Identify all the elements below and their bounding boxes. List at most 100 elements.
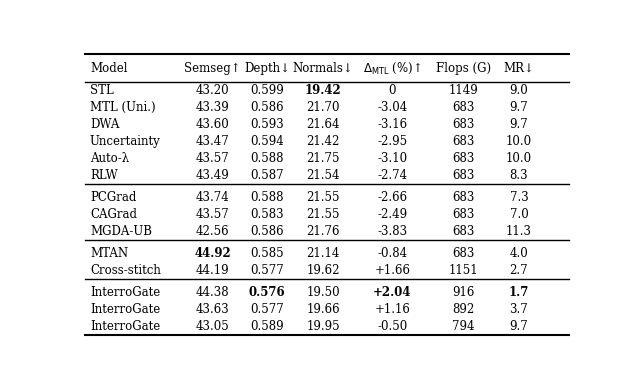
Text: 0.583: 0.583	[250, 208, 284, 221]
Text: 0.576: 0.576	[249, 286, 285, 299]
Text: 0.588: 0.588	[250, 152, 284, 164]
Text: 21.42: 21.42	[307, 135, 340, 148]
Text: 683: 683	[452, 208, 474, 221]
Text: 0.593: 0.593	[250, 118, 284, 131]
Text: 10.0: 10.0	[506, 135, 532, 148]
Text: Cross-stitch: Cross-stitch	[90, 264, 161, 277]
Text: 43.47: 43.47	[196, 135, 230, 148]
Text: 9.0: 9.0	[509, 84, 529, 97]
Text: 0.586: 0.586	[250, 225, 284, 238]
Text: 19.62: 19.62	[307, 264, 340, 277]
Text: 19.95: 19.95	[306, 320, 340, 333]
Text: -3.83: -3.83	[378, 225, 408, 238]
Text: 683: 683	[452, 247, 474, 260]
Text: -2.95: -2.95	[378, 135, 408, 148]
Text: Uncertainty: Uncertainty	[90, 135, 161, 148]
Text: STL: STL	[90, 84, 114, 97]
Text: +1.16: +1.16	[374, 303, 410, 316]
Text: MR↓: MR↓	[504, 62, 534, 75]
Text: 43.60: 43.60	[196, 118, 230, 131]
Text: 683: 683	[452, 191, 474, 204]
Text: 9.7: 9.7	[509, 101, 529, 114]
Text: 2.7: 2.7	[509, 264, 528, 277]
Text: +2.04: +2.04	[373, 286, 412, 299]
Text: 44.19: 44.19	[196, 264, 230, 277]
Text: 21.70: 21.70	[307, 101, 340, 114]
Text: -2.74: -2.74	[378, 169, 408, 182]
Text: 0.588: 0.588	[250, 191, 284, 204]
Text: 0.586: 0.586	[250, 101, 284, 114]
Text: Model: Model	[90, 62, 127, 75]
Text: 19.66: 19.66	[306, 303, 340, 316]
Text: -3.10: -3.10	[378, 152, 408, 164]
Text: InterroGate: InterroGate	[90, 286, 160, 299]
Text: 0.585: 0.585	[250, 247, 284, 260]
Text: RLW: RLW	[90, 169, 118, 182]
Text: PCGrad: PCGrad	[90, 191, 136, 204]
Text: 21.55: 21.55	[307, 208, 340, 221]
Text: 0: 0	[388, 84, 396, 97]
Text: 43.57: 43.57	[196, 152, 230, 164]
Text: MTL (Uni.): MTL (Uni.)	[90, 101, 156, 114]
Text: 21.64: 21.64	[307, 118, 340, 131]
Text: 0.577: 0.577	[250, 264, 284, 277]
Text: 44.38: 44.38	[196, 286, 230, 299]
Text: 9.7: 9.7	[509, 320, 529, 333]
Text: 43.63: 43.63	[196, 303, 230, 316]
Text: 683: 683	[452, 118, 474, 131]
Text: -0.84: -0.84	[378, 247, 408, 260]
Text: $\Delta_{\mathrm{MTL}}$ (%)↑: $\Delta_{\mathrm{MTL}}$ (%)↑	[363, 61, 422, 76]
Text: 9.7: 9.7	[509, 118, 529, 131]
Text: 892: 892	[452, 303, 474, 316]
Text: 21.55: 21.55	[307, 191, 340, 204]
Text: 794: 794	[452, 320, 474, 333]
Text: -2.66: -2.66	[378, 191, 408, 204]
Text: 21.76: 21.76	[307, 225, 340, 238]
Text: MGDA-UB: MGDA-UB	[90, 225, 152, 238]
Text: 43.20: 43.20	[196, 84, 230, 97]
Text: 683: 683	[452, 135, 474, 148]
Text: CAGrad: CAGrad	[90, 208, 137, 221]
Text: Auto-λ: Auto-λ	[90, 152, 129, 164]
Text: +1.66: +1.66	[374, 264, 410, 277]
Text: MTAN: MTAN	[90, 247, 128, 260]
Text: 44.92: 44.92	[195, 247, 231, 260]
Text: 43.74: 43.74	[196, 191, 230, 204]
Text: 1151: 1151	[449, 264, 478, 277]
Text: 21.75: 21.75	[307, 152, 340, 164]
Text: 683: 683	[452, 101, 474, 114]
Text: 3.7: 3.7	[509, 303, 529, 316]
Text: 43.39: 43.39	[196, 101, 230, 114]
Text: 916: 916	[452, 286, 474, 299]
Text: 0.587: 0.587	[250, 169, 284, 182]
Text: -0.50: -0.50	[378, 320, 408, 333]
Text: InterroGate: InterroGate	[90, 303, 160, 316]
Text: 0.589: 0.589	[250, 320, 284, 333]
Text: 43.05: 43.05	[196, 320, 230, 333]
Text: 0.577: 0.577	[250, 303, 284, 316]
Text: -2.49: -2.49	[378, 208, 408, 221]
Text: 21.54: 21.54	[307, 169, 340, 182]
Text: 8.3: 8.3	[509, 169, 528, 182]
Text: 0.594: 0.594	[250, 135, 284, 148]
Text: -3.04: -3.04	[378, 101, 408, 114]
Text: 21.14: 21.14	[307, 247, 340, 260]
Text: 43.57: 43.57	[196, 208, 230, 221]
Text: 683: 683	[452, 169, 474, 182]
Text: 4.0: 4.0	[509, 247, 529, 260]
Text: 683: 683	[452, 152, 474, 164]
Text: Depth↓: Depth↓	[244, 62, 291, 75]
Text: 7.3: 7.3	[509, 191, 529, 204]
Text: -3.16: -3.16	[378, 118, 408, 131]
Text: 43.49: 43.49	[196, 169, 230, 182]
Text: 19.50: 19.50	[306, 286, 340, 299]
Text: 11.3: 11.3	[506, 225, 532, 238]
Text: InterroGate: InterroGate	[90, 320, 160, 333]
Text: Semseg↑: Semseg↑	[184, 62, 241, 75]
Text: 10.0: 10.0	[506, 152, 532, 164]
Text: Flops (G): Flops (G)	[436, 62, 491, 75]
Text: DWA: DWA	[90, 118, 119, 131]
Text: 19.42: 19.42	[305, 84, 341, 97]
Text: 683: 683	[452, 225, 474, 238]
Text: Normals↓: Normals↓	[292, 62, 353, 75]
